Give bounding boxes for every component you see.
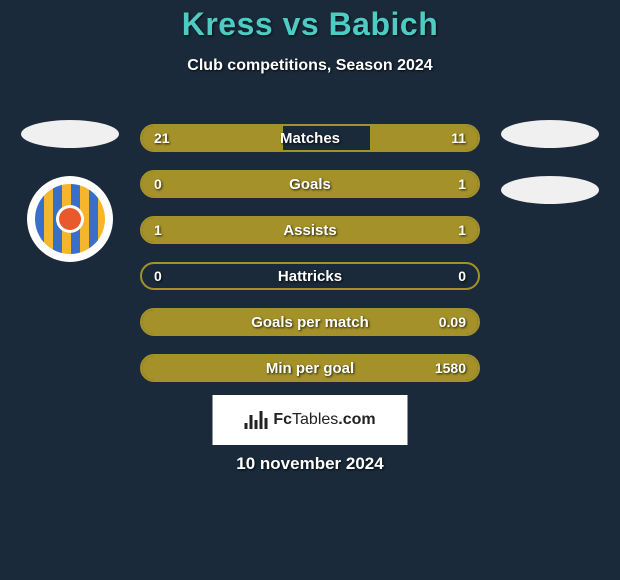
stat-row: Goals per match0.09 [140, 308, 480, 336]
stat-value-right: 1 [458, 176, 466, 192]
player-avatar-placeholder [21, 120, 119, 148]
stat-row: Min per goal1580 [140, 354, 480, 382]
stat-label: Assists [142, 222, 478, 239]
right-player-column [491, 120, 609, 232]
stat-label: Min per goal [142, 360, 478, 377]
club-badge-stripes [35, 184, 105, 254]
player-avatar-placeholder [501, 120, 599, 148]
stat-value-right: 1 [458, 222, 466, 238]
stat-value-right: 11 [451, 130, 466, 146]
brand-badge: FcTables.com [213, 395, 408, 445]
stat-label: Goals [142, 176, 478, 193]
date-label: 10 november 2024 [0, 454, 620, 474]
stats-panel: 21Matches110Goals11Assists10Hattricks0Go… [140, 124, 480, 400]
stat-row: 1Assists1 [140, 216, 480, 244]
stat-row: 0Hattricks0 [140, 262, 480, 290]
left-player-column [11, 120, 129, 262]
club-badge [27, 176, 113, 262]
stat-value-right: 1580 [435, 360, 466, 376]
brand-text: FcTables.com [273, 411, 375, 429]
stat-label: Goals per match [142, 314, 478, 331]
page-title: Kress vs Babich [0, 6, 620, 43]
stat-value-right: 0 [458, 268, 466, 284]
brand-bars-icon [244, 411, 267, 429]
stat-label: Hattricks [142, 268, 478, 285]
stat-row: 0Goals1 [140, 170, 480, 198]
stat-row: 21Matches11 [140, 124, 480, 152]
stat-label: Matches [142, 130, 478, 147]
club-badge-placeholder [501, 176, 599, 204]
subtitle: Club competitions, Season 2024 [0, 57, 620, 75]
stat-value-right: 0.09 [439, 314, 466, 330]
